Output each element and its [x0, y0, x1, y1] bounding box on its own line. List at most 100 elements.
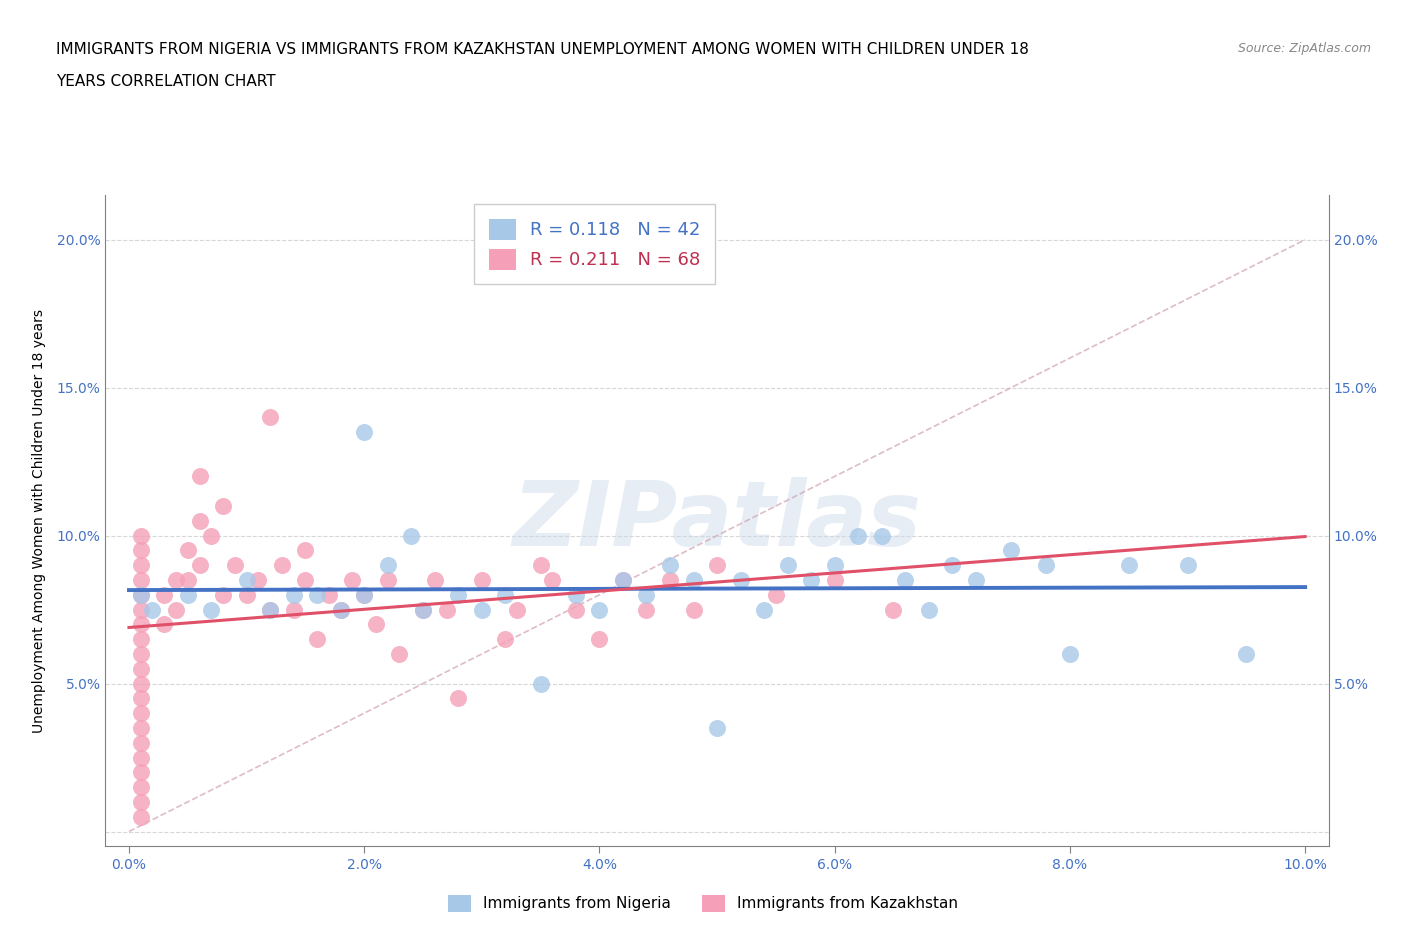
Point [682, 573, 704, 588]
Text: YEARS CORRELATION CHART: YEARS CORRELATION CHART [56, 74, 276, 89]
Point [494, 631, 516, 646]
Point [165, 602, 187, 617]
Point [307, 588, 329, 603]
Point [436, 602, 458, 617]
Point [129, 631, 152, 646]
Point [412, 602, 434, 617]
Point [129, 617, 152, 631]
Text: Source: ZipAtlas.com: Source: ZipAtlas.com [1237, 42, 1371, 55]
Point [129, 543, 152, 558]
Point [200, 528, 222, 543]
Point [565, 602, 588, 617]
Point [423, 573, 446, 588]
Point [129, 779, 152, 794]
Point [1118, 558, 1140, 573]
Point [188, 469, 211, 484]
Point [588, 631, 610, 646]
Y-axis label: Unemployment Among Women with Children Under 18 years: Unemployment Among Women with Children U… [31, 309, 45, 733]
Point [401, 528, 423, 543]
Point [129, 646, 152, 661]
Point [153, 617, 176, 631]
Point [129, 661, 152, 676]
Point [153, 588, 176, 603]
Point [659, 558, 682, 573]
Point [129, 676, 152, 691]
Point [846, 528, 869, 543]
Point [353, 588, 375, 603]
Point [235, 588, 257, 603]
Point [294, 543, 316, 558]
Point [776, 558, 799, 573]
Point [447, 691, 470, 706]
Point [1000, 543, 1022, 558]
Point [730, 573, 752, 588]
Point [129, 588, 152, 603]
Point [824, 558, 846, 573]
Point [177, 588, 200, 603]
Point [565, 588, 588, 603]
Point [259, 410, 281, 425]
Point [270, 558, 292, 573]
Point [1059, 646, 1081, 661]
Point [1035, 558, 1057, 573]
Point [1234, 646, 1257, 661]
Point [882, 602, 904, 617]
Point [1177, 558, 1199, 573]
Point [353, 588, 375, 603]
Point [129, 764, 152, 779]
Point [129, 588, 152, 603]
Point [129, 558, 152, 573]
Point [129, 751, 152, 765]
Point [894, 573, 917, 588]
Point [588, 602, 610, 617]
Point [177, 543, 200, 558]
Point [129, 809, 152, 824]
Point [706, 558, 728, 573]
Point [283, 602, 305, 617]
Point [318, 588, 340, 603]
Point [388, 646, 411, 661]
Point [165, 573, 187, 588]
Point [235, 573, 257, 588]
Point [129, 691, 152, 706]
Point [530, 676, 553, 691]
Point [682, 602, 704, 617]
Point [377, 558, 399, 573]
Point [918, 602, 941, 617]
Point [283, 588, 305, 603]
Point [188, 558, 211, 573]
Point [259, 602, 281, 617]
Point [188, 513, 211, 528]
Point [471, 602, 494, 617]
Point [870, 528, 893, 543]
Point [224, 558, 246, 573]
Point [212, 498, 235, 513]
Point [494, 588, 516, 603]
Point [200, 602, 222, 617]
Point [129, 528, 152, 543]
Point [752, 602, 775, 617]
Point [612, 573, 634, 588]
Point [129, 602, 152, 617]
Point [377, 573, 399, 588]
Point [129, 736, 152, 751]
Point [353, 425, 375, 440]
Point [965, 573, 987, 588]
Point [364, 617, 387, 631]
Point [800, 573, 823, 588]
Point [129, 721, 152, 736]
Point [765, 588, 787, 603]
Point [329, 602, 352, 617]
Point [636, 588, 658, 603]
Text: ZIPatlas: ZIPatlas [513, 477, 921, 565]
Point [636, 602, 658, 617]
Point [612, 573, 634, 588]
Point [824, 573, 846, 588]
Point [212, 588, 235, 603]
Point [294, 573, 316, 588]
Point [941, 558, 963, 573]
Point [659, 573, 682, 588]
Point [447, 588, 470, 603]
Point [129, 794, 152, 809]
Legend: Immigrants from Nigeria, Immigrants from Kazakhstan: Immigrants from Nigeria, Immigrants from… [441, 889, 965, 918]
